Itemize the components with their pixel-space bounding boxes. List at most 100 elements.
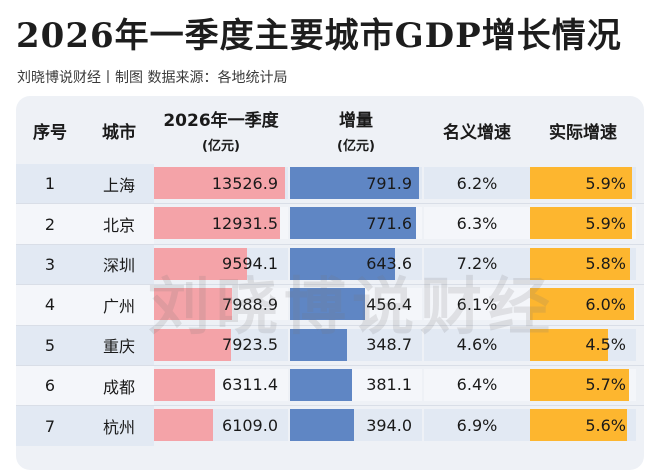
table-row: 3 深圳 9594.1 643.6 7.2% 5.8% xyxy=(16,243,644,285)
real-growth-value: 5.9% xyxy=(585,173,626,193)
real-growth-value: 6.0% xyxy=(585,294,626,314)
gdp-cell: 12931.5 xyxy=(154,207,288,240)
page-title: 2026年一季度主要城市GDP增长情况 xyxy=(16,16,622,56)
gdp-bar xyxy=(154,288,232,321)
gdp-value: 6311.4 xyxy=(222,375,278,395)
column-label: 增量 xyxy=(339,111,373,131)
nominal-growth-cell: 7.2% xyxy=(424,247,530,280)
increment-bar xyxy=(290,167,420,199)
nominal-growth-cell: 6.2% xyxy=(424,167,530,199)
real-growth-value: 5.9% xyxy=(585,213,626,233)
real-growth-bar xyxy=(530,288,634,321)
nominal-header: 名义增速 xyxy=(424,96,530,164)
real-growth-value: 5.6% xyxy=(585,415,626,435)
real-growth-bar xyxy=(530,368,629,401)
increment-value: 791.9 xyxy=(366,173,412,193)
table-row: 1 上海 13526.9 791.9 6.2% 5.9% xyxy=(16,164,644,204)
city-cell: 成都 xyxy=(84,365,154,406)
increment-bar xyxy=(290,409,355,442)
nominal-growth-cell: 6.4% xyxy=(424,368,530,401)
real-growth-value: 4.5% xyxy=(585,335,626,355)
increment-value: 394.0 xyxy=(366,415,412,435)
gdp-bar xyxy=(154,167,286,199)
increment-cell: 348.7 xyxy=(290,328,422,361)
real-growth-cell: 5.9% xyxy=(530,207,636,240)
city-cell: 北京 xyxy=(84,204,154,244)
gdp-bar xyxy=(154,247,248,280)
real-growth-cell: 6.0% xyxy=(530,288,636,321)
nominal-growth-cell: 6.3% xyxy=(424,207,530,240)
gdp-cell: 6311.4 xyxy=(154,368,288,401)
gdp-value: 6109.0 xyxy=(222,415,278,435)
city-cell: 深圳 xyxy=(84,244,154,285)
gdp-bar xyxy=(154,207,280,240)
column-label: 名义增速 xyxy=(443,122,511,143)
column-unit: (亿元) xyxy=(202,139,240,154)
page-subtitle: 刘晓博说财经丨制图 数据来源：各地统计局 xyxy=(17,70,288,86)
increment-bar xyxy=(290,328,347,361)
real-growth-bar xyxy=(530,409,627,442)
rank-cell: 2 xyxy=(16,204,84,244)
rank-header: 序号 xyxy=(16,96,84,164)
column-label: 序号 xyxy=(33,122,67,143)
rank-cell: 3 xyxy=(16,244,84,285)
gdp-header: 2026年一季度 (亿元) xyxy=(154,96,288,164)
increment-cell: 643.6 xyxy=(290,247,422,280)
gdp-bar xyxy=(154,409,214,442)
real-header: 实际增速 xyxy=(530,96,636,164)
increment-bar xyxy=(290,207,417,240)
column-label: 实际增速 xyxy=(549,122,617,143)
real-growth-bar xyxy=(530,167,633,199)
increment-value: 771.6 xyxy=(366,213,412,233)
rank-cell: 1 xyxy=(16,164,84,204)
gdp-value: 13526.9 xyxy=(211,173,278,193)
increment-value: 348.7 xyxy=(366,335,412,355)
rank-cell: 6 xyxy=(16,365,84,406)
real-growth-bar xyxy=(530,207,633,240)
real-growth-bar xyxy=(530,328,608,361)
real-growth-value: 5.7% xyxy=(585,375,626,395)
real-growth-cell: 5.9% xyxy=(530,167,636,199)
gdp-table: 序号 城市 2026年一季度 (亿元) 增量 (亿元) 名义增速 实际增速 1 上海 13526.… xyxy=(16,96,644,470)
gdp-cell: 6109.0 xyxy=(154,409,288,442)
increment-value: 456.4 xyxy=(366,294,412,314)
table-row: 4 广州 7988.9 456.4 6.1% 6.0% xyxy=(16,284,644,325)
city-cell: 上海 xyxy=(84,164,154,204)
gdp-cell: 7988.9 xyxy=(154,288,288,321)
increment-value: 643.6 xyxy=(366,254,412,274)
increment-bar xyxy=(290,288,365,321)
table-row: 2 北京 12931.5 771.6 6.3% 5.9% xyxy=(16,203,644,244)
column-label: 城市 xyxy=(102,122,136,143)
real-growth-cell: 4.5% xyxy=(530,328,636,361)
real-growth-cell: 5.8% xyxy=(530,247,636,280)
increment-cell: 771.6 xyxy=(290,207,422,240)
real-growth-bar xyxy=(530,247,631,280)
city-cell: 重庆 xyxy=(84,325,154,365)
nominal-growth-cell: 4.6% xyxy=(424,328,530,361)
increment-header: 增量 (亿元) xyxy=(290,96,422,164)
increment-value: 381.1 xyxy=(366,375,412,395)
column-label: 2026年一季度 xyxy=(163,111,279,131)
nominal-growth-cell: 6.9% xyxy=(424,409,530,442)
rank-cell: 5 xyxy=(16,325,84,365)
city-cell: 杭州 xyxy=(84,406,154,446)
gdp-value: 7988.9 xyxy=(222,294,278,314)
column-unit: (亿元) xyxy=(337,139,375,154)
table-row: 6 成都 6311.4 381.1 6.4% 5.7% xyxy=(16,364,644,406)
gdp-value: 12931.5 xyxy=(211,213,278,233)
increment-cell: 394.0 xyxy=(290,409,422,442)
city-header: 城市 xyxy=(84,96,154,164)
gdp-cell: 7923.5 xyxy=(154,328,288,361)
increment-bar xyxy=(290,368,353,401)
real-growth-cell: 5.7% xyxy=(530,368,636,401)
gdp-bar xyxy=(154,328,231,361)
table-body: 1 上海 13526.9 791.9 6.2% 5.9% 2 北京 12931.5 771.6 6.… xyxy=(16,164,644,446)
increment-cell: 456.4 xyxy=(290,288,422,321)
table-row: 7 杭州 6109.0 394.0 6.9% 5.6% xyxy=(16,405,644,446)
gdp-value: 7923.5 xyxy=(222,335,278,355)
city-cell: 广州 xyxy=(84,285,154,325)
increment-cell: 381.1 xyxy=(290,368,422,401)
gdp-bar xyxy=(154,368,216,401)
nominal-growth-cell: 6.1% xyxy=(424,288,530,321)
rank-cell: 4 xyxy=(16,285,84,325)
